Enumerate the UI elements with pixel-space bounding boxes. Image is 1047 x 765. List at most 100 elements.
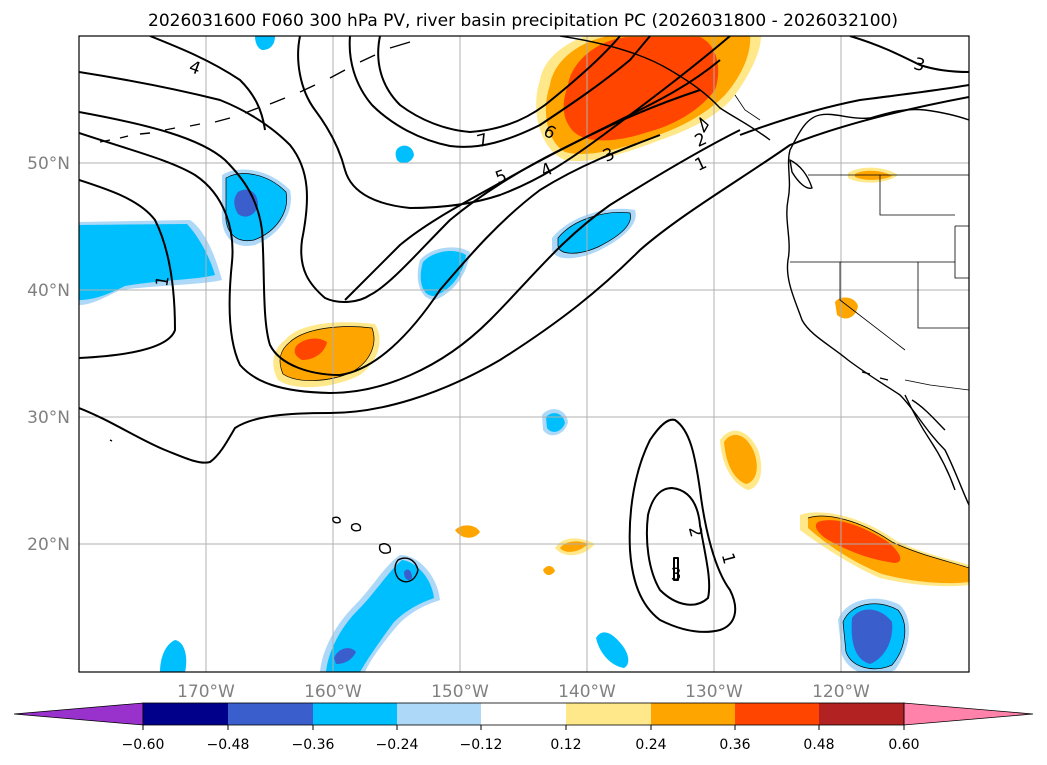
precip-region-blue-140w-core xyxy=(558,212,631,254)
colorbar-label-pos-048: 0.48 xyxy=(803,737,834,753)
pv-contour-1-north xyxy=(79,179,176,359)
precip-fill-layer xyxy=(79,36,969,672)
colorbar-tick-labels: −0.60 −0.48 −0.36 −0.24 −0.12 0.12 0.24 … xyxy=(122,737,920,753)
colorbar-bin-pos-048 xyxy=(819,703,904,725)
pv-contour-2 xyxy=(79,129,741,394)
pv-label-3-northeast: 3 xyxy=(911,54,927,76)
lat-tick-40n: 40°N xyxy=(27,281,70,301)
colorbar-ticks xyxy=(142,725,905,730)
pv-contours xyxy=(79,36,969,633)
precip-region-west-blue-core xyxy=(79,224,215,300)
coastline-baja-california xyxy=(904,394,956,491)
precip-region-orange-143w-18n xyxy=(543,565,555,576)
precip-region-small-blue-28n-core xyxy=(546,413,565,432)
coastline-north-america xyxy=(786,108,969,506)
lon-tick-130w: 130°W xyxy=(685,682,743,702)
lon-tick-150w: 150°W xyxy=(431,682,489,702)
lat-tick-50n: 50°N xyxy=(27,154,70,174)
colorbar-extend-low xyxy=(13,702,144,726)
latitude-tick-labels: 50°N 40°N 30°N 20°N xyxy=(27,154,70,555)
colorbar: −0.60 −0.48 −0.36 −0.24 −0.12 0.12 0.24 … xyxy=(13,702,1034,753)
colorbar-extend-high xyxy=(903,702,1034,726)
precip-region-blue-138w-south xyxy=(596,632,629,668)
precip-region-blue-118w-deep xyxy=(851,609,893,664)
colorbar-bin-pos-024 xyxy=(651,703,735,725)
pv-label-7: 7 xyxy=(475,130,491,152)
pv-contour-1-main xyxy=(79,96,969,464)
lat-tick-30n: 30°N xyxy=(27,408,70,428)
coastline-vancouver-island xyxy=(789,159,813,189)
pv-contour-northeast xyxy=(849,36,969,73)
map-background xyxy=(79,36,969,672)
precip-region-orange-128w-core xyxy=(724,434,757,484)
precip-region-blue-150w-core xyxy=(420,250,466,296)
precip-region-orange-120w-core xyxy=(815,520,901,563)
pv-contour-subtropical-3 xyxy=(673,557,679,581)
coastline-hawaii-maui xyxy=(378,543,392,554)
colorbar-label-pos-024: 0.24 xyxy=(635,737,666,753)
border-us-states xyxy=(790,175,969,351)
pv-label-1-subtropical: 1 xyxy=(717,551,739,567)
pv-label-1-west: 1 xyxy=(152,274,174,288)
colorbar-bin-neg-048 xyxy=(143,703,228,725)
pv-contour-3 xyxy=(79,111,661,376)
pv-label-3-subtropical: 3 xyxy=(671,565,682,585)
colorbar-label-pos-012: 0.12 xyxy=(550,737,581,753)
lon-tick-170w: 170°W xyxy=(177,682,235,702)
pv-contour-subtropical-1 xyxy=(628,418,737,633)
pv-contour-north-4 xyxy=(149,36,266,131)
pv-contour-7 xyxy=(348,36,651,148)
border-us-mexico xyxy=(904,379,969,391)
map-frame xyxy=(78,35,970,673)
coastline-california-islands xyxy=(861,371,889,381)
lon-tick-160w: 160°W xyxy=(304,682,362,702)
pv-contour-east-1 xyxy=(739,84,969,136)
coastlines xyxy=(99,36,969,583)
precip-region-orange-150w-21n xyxy=(455,525,480,538)
lon-tick-120w: 120°W xyxy=(812,682,870,702)
colorbar-bin-neg-024 xyxy=(313,703,397,725)
colorbar-label-neg-012: −0.12 xyxy=(460,737,503,753)
precip-outline-118w xyxy=(842,603,906,669)
pv-contour-7-inner xyxy=(377,36,621,133)
coastline-hawaii-kauai xyxy=(332,516,341,524)
colorbar-label-pos-036: 0.36 xyxy=(719,737,750,753)
coastline-small-island-170w xyxy=(109,439,113,442)
colorbar-bin-neutral xyxy=(481,703,566,725)
colorbar-frame xyxy=(142,702,905,726)
lon-tick-140w: 140°W xyxy=(558,682,616,702)
map-panel: 4 1 7 6 5 4 3 2 1 3 2 1 3 xyxy=(78,35,970,673)
pv-label-2-subtropical: 2 xyxy=(684,524,706,540)
precip-region-gulf-alaska-core xyxy=(563,37,719,141)
coastline-hawaii-big-island xyxy=(394,557,419,583)
coastline-hawaii-oahu xyxy=(350,523,362,532)
colorbar-bin-pos-036 xyxy=(735,703,819,725)
precip-region-central-pacific-mid xyxy=(279,326,374,381)
precip-region-hawaii-blue-core xyxy=(326,560,434,672)
precip-region-hawaii-blue-deep-north xyxy=(404,569,412,580)
precip-outline-120w xyxy=(807,515,969,569)
colorbar-label-neg-036: −0.36 xyxy=(292,737,335,753)
pv-contour-6 xyxy=(297,36,731,209)
precip-outline-layer xyxy=(225,173,969,669)
colorbar-label-pos-060: 0.60 xyxy=(888,737,919,753)
colorbar-label-neg-048: −0.48 xyxy=(207,737,250,753)
precip-region-top-blue xyxy=(255,36,275,50)
precip-region-hawaii-blue-deep xyxy=(334,648,356,664)
coastline-alaska xyxy=(559,36,771,141)
pv-contour-5 xyxy=(344,59,721,301)
colorbar-label-neg-060: −0.60 xyxy=(122,737,165,753)
border-alaska-canada xyxy=(734,94,761,121)
colorbar-bin-neg-012 xyxy=(397,703,481,725)
figure-title: 2026031600 F060 300 hPa PV, river basin … xyxy=(148,11,898,31)
map-contents: 4 1 7 6 5 4 3 2 1 3 2 1 3 xyxy=(79,36,969,672)
precip-region-small-blue-north xyxy=(395,145,414,164)
coastline-haida-gwaii xyxy=(699,117,709,133)
longitude-tick-labels: 170°W 160°W 150°W 140°W 130°W 120°W xyxy=(177,682,870,702)
lat-tick-20n: 20°N xyxy=(27,535,70,555)
precip-region-central-pacific-core xyxy=(294,338,327,360)
political-borders xyxy=(734,94,969,391)
precip-region-blue-170w-south xyxy=(160,640,187,672)
precip-outline-140w xyxy=(557,212,631,254)
